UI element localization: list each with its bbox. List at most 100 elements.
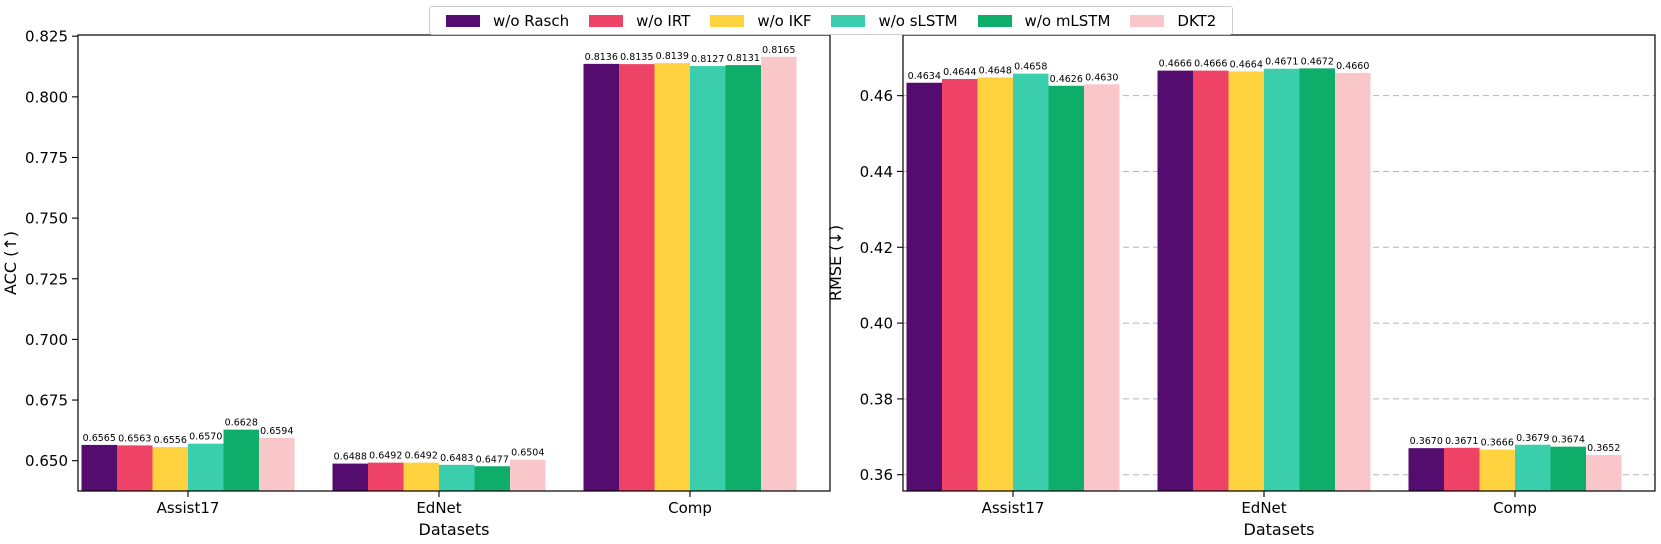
data-label-w-o-irt-comp: 0.3671 (1445, 436, 1478, 447)
bar-w-o-mlstm-ednet (474, 466, 510, 491)
legend-item-w-o-slstm: w/o sLSTM (831, 11, 958, 30)
y-tick-label: 0.700 (25, 331, 68, 349)
bar-w-o-mlstm-comp (725, 65, 761, 491)
data-label-w-o-rasch-comp: 0.8136 (585, 52, 618, 63)
y-tick-label: 0.725 (25, 270, 68, 288)
y-tick-label: 0.44 (860, 163, 893, 181)
data-label-w-o-irt-assist17: 0.4644 (943, 67, 976, 78)
legend-swatch-w-o-irt (589, 14, 624, 27)
data-label-w-o-slstm-comp: 0.8127 (691, 54, 724, 65)
bar-w-o-irt-assist17 (117, 445, 153, 491)
legend-label-dkt2: DKT2 (1177, 11, 1217, 30)
bar-w-o-slstm-assist17 (1013, 73, 1049, 492)
data-label-w-o-ikf-assist17: 0.4648 (979, 65, 1012, 76)
bar-w-o-rasch-ednet (332, 463, 368, 491)
data-label-dkt2-assist17: 0.6594 (260, 426, 293, 437)
legend-item-w-o-irt: w/o IRT (589, 12, 690, 30)
data-label-dkt2-ednet: 0.6504 (511, 448, 544, 459)
data-label-w-o-ikf-comp: 0.3666 (1481, 438, 1514, 449)
legend-label-w-o-mlstm: w/o mLSTM (1024, 11, 1111, 30)
y-tick-label: 0.650 (25, 452, 68, 470)
data-label-w-o-slstm-ednet: 0.4671 (1265, 57, 1298, 68)
y-axis-label: ACC (↑) (1, 231, 20, 295)
data-label-w-o-ikf-ednet: 0.6492 (405, 451, 438, 462)
bar-w-o-rasch-ednet (1157, 70, 1193, 491)
y-tick-label: 0.40 (860, 315, 893, 333)
y-axis-label: RMSE (↓) (826, 225, 845, 301)
bar-w-o-ikf-assist17 (977, 77, 1013, 492)
bar-w-o-ikf-ednet (403, 462, 439, 491)
data-label-w-o-rasch-comp: 0.3670 (1410, 436, 1443, 447)
bar-w-o-slstm-comp (1515, 444, 1551, 491)
legend-item-w-o-ikf: w/o IKF (710, 12, 811, 30)
y-tick-label: 0.775 (25, 149, 68, 167)
bar-w-o-ikf-comp (654, 63, 690, 491)
bar-w-o-mlstm-ednet (1299, 68, 1335, 492)
data-label-w-o-irt-comp: 0.8135 (620, 52, 653, 63)
data-label-w-o-slstm-assist17: 0.4658 (1014, 62, 1047, 73)
data-label-w-o-irt-assist17: 0.6563 (118, 433, 151, 444)
chart-panel-2: 0.4634 0.4666 0.3670 0.4644 0.4666 0.3671 0.46… (826, 34, 1656, 539)
bar-w-o-slstm-comp (690, 66, 726, 491)
data-label-dkt2-ednet: 0.4660 (1336, 61, 1369, 72)
y-tick-label: 0.42 (860, 239, 893, 257)
y-tick-label: 0.675 (25, 392, 68, 410)
legend-swatch-w-o-slstm (831, 14, 866, 27)
legend-swatch-w-o-rasch (446, 14, 480, 27)
y-tick-label: 0.38 (860, 390, 893, 408)
data-label-w-o-slstm-ednet: 0.6483 (440, 453, 473, 464)
bar-dkt2-ednet (1335, 72, 1371, 491)
bar-w-o-rasch-comp (1408, 448, 1444, 491)
data-label-w-o-mlstm-ednet: 0.4672 (1301, 56, 1334, 67)
bar-w-o-ikf-comp (1479, 449, 1515, 491)
bar-dkt2-comp (1586, 454, 1622, 491)
data-label-dkt2-assist17: 0.4630 (1085, 72, 1118, 83)
data-label-w-o-rasch-ednet: 0.4666 (1159, 59, 1192, 70)
legend-swatch-w-o-mlstm (977, 14, 1012, 27)
bar-w-o-irt-comp (1444, 447, 1480, 491)
bar-w-o-mlstm-assist17 (223, 429, 259, 491)
data-label-w-o-rasch-ednet: 0.6488 (334, 452, 367, 463)
legend-swatch-dkt2 (1130, 14, 1165, 27)
bar-w-o-slstm-ednet (439, 464, 475, 491)
legend-item-w-o-mlstm: w/o mLSTM (977, 11, 1111, 30)
bar-w-o-rasch-assist17 (906, 82, 942, 492)
plot-frame (77, 34, 831, 492)
x-tick-label-assist17: Assist17 (157, 499, 220, 517)
legend-label-w-o-ikf: w/o IKF (757, 11, 812, 30)
data-label-w-o-mlstm-assist17: 0.6628 (225, 418, 258, 429)
legend-item-dkt2: DKT2 (1130, 12, 1216, 30)
y-tick-label: 0.46 (860, 87, 893, 105)
data-label-w-o-slstm-assist17: 0.6570 (189, 432, 222, 443)
bar-w-o-irt-assist17 (942, 78, 978, 491)
legend-label-w-o-slstm: w/o sLSTM (878, 11, 958, 30)
data-label-w-o-mlstm-ednet: 0.6477 (476, 454, 509, 465)
data-label-w-o-mlstm-comp: 0.3674 (1552, 435, 1585, 446)
data-label-dkt2-comp: 0.8165 (762, 45, 795, 56)
bar-dkt2-assist17 (259, 437, 295, 491)
bar-w-o-irt-ednet (1193, 70, 1229, 491)
bar-w-o-rasch-assist17 (81, 444, 117, 491)
x-axis-label: Datasets (1244, 520, 1315, 539)
data-label-w-o-ikf-comp: 0.8139 (656, 51, 689, 62)
x-axis-label: Datasets (419, 520, 490, 539)
bar-dkt2-comp (761, 56, 797, 492)
data-label-w-o-rasch-assist17: 0.6565 (83, 433, 116, 444)
bar-dkt2-ednet (510, 459, 546, 491)
data-label-w-o-slstm-comp: 0.3679 (1516, 433, 1549, 444)
legend-item-w-o-rasch: w/o Rasch (446, 12, 569, 30)
bar-w-o-irt-comp (619, 64, 655, 491)
x-tick-label-comp: Comp (1493, 499, 1537, 517)
data-label-w-o-ikf-ednet: 0.4664 (1230, 59, 1263, 70)
legend-swatch-w-o-ikf (710, 14, 745, 27)
data-label-w-o-ikf-assist17: 0.6556 (154, 435, 187, 446)
y-tick-label: 0.36 (860, 466, 893, 484)
data-label-w-o-mlstm-comp: 0.8131 (727, 53, 760, 64)
y-tick-label: 0.800 (25, 88, 68, 106)
chart-panel-1: 0.6565 0.6488 0.8136 0.6563 0.6492 0.8135 0.65… (1, 28, 831, 539)
plot-frame (902, 34, 1656, 492)
x-tick-label-assist17: Assist17 (982, 499, 1045, 517)
bar-w-o-slstm-assist17 (188, 443, 224, 491)
